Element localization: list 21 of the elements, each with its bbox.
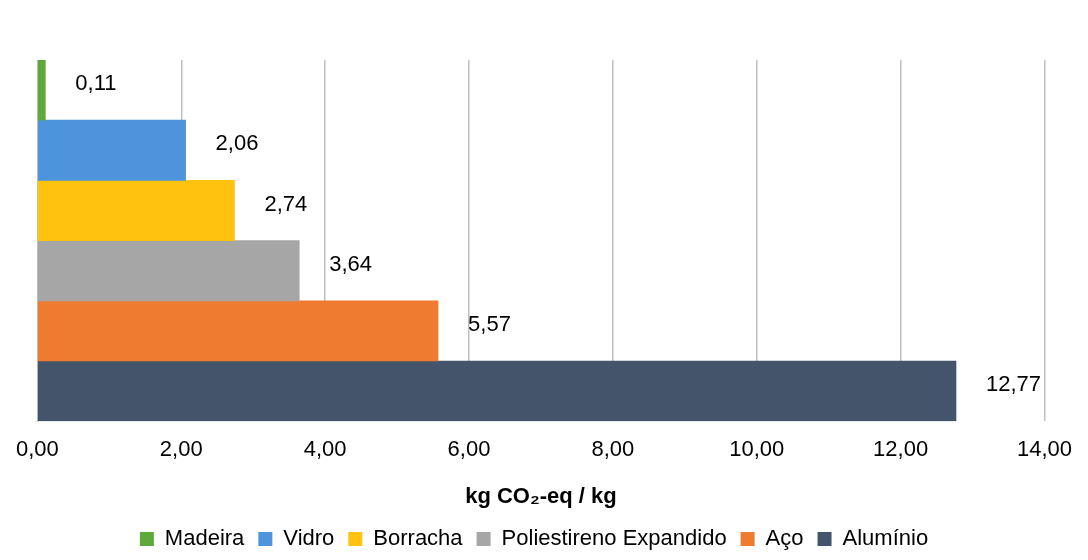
x-tick-label: 6,00	[447, 436, 491, 462]
legend-label: Poliestireno Expandido	[501, 525, 727, 551]
x-tick-label: 4,00	[303, 436, 347, 462]
x-tick-label: 0,00	[16, 436, 59, 462]
data-label: 3,64	[329, 250, 373, 276]
x-tick-label: 12,00	[873, 436, 929, 462]
x-axis-title: kg CO₂-eq / kg	[465, 482, 617, 508]
x-tick-label: 10,00	[729, 436, 785, 462]
data-label: 12,77	[986, 371, 1042, 397]
data-label: 5,57	[468, 310, 511, 336]
legend-label: Vidro	[283, 525, 335, 551]
data-label: 2,74	[264, 190, 308, 216]
legend-label: Alumínio	[842, 525, 929, 551]
legend-label: Borracha	[373, 525, 464, 551]
legend-label: Madeira	[164, 525, 246, 551]
x-tick-label: 14,00	[1016, 436, 1072, 462]
data-label: 0,11	[75, 70, 117, 96]
x-tick-label: 2,00	[159, 436, 203, 462]
legend-label: Aço	[765, 525, 804, 551]
x-tick-label: 8,00	[591, 436, 635, 462]
data-label: 2,06	[215, 130, 259, 156]
